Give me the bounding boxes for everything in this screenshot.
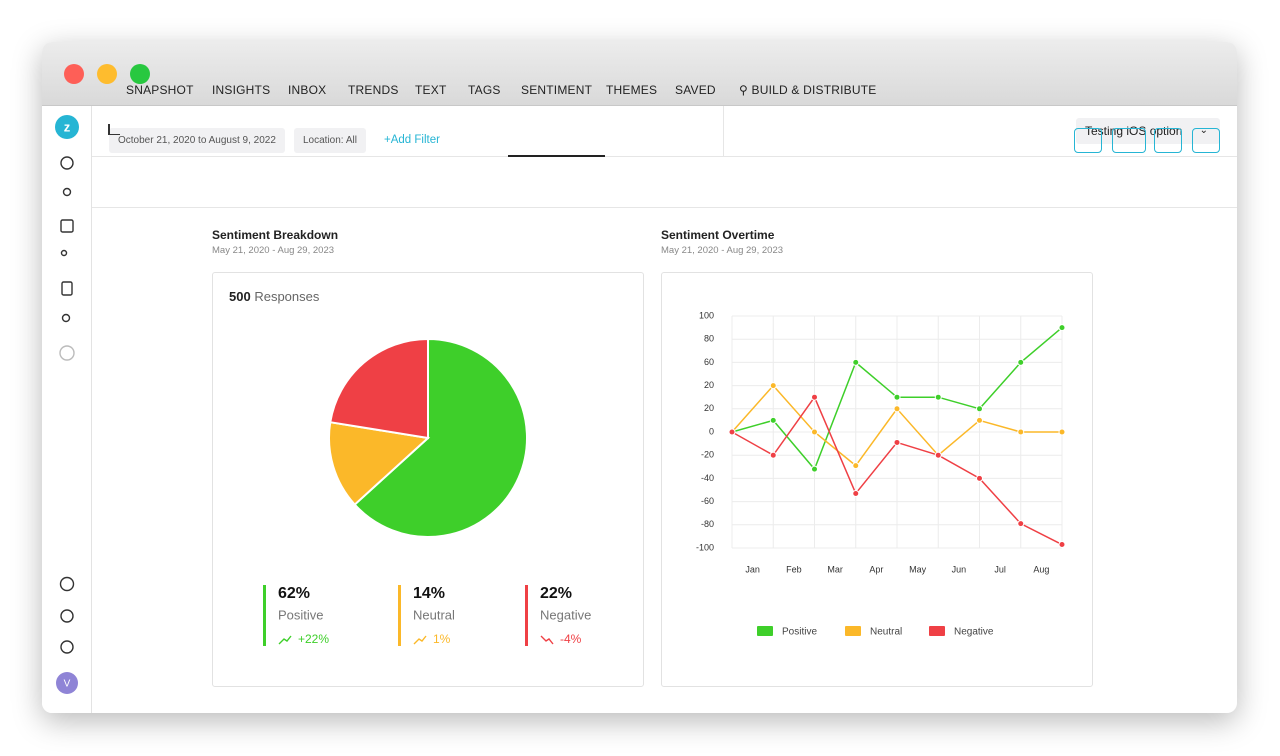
help-icon[interactable] xyxy=(59,576,75,592)
notifications-icon[interactable] xyxy=(60,609,74,623)
nav-separator xyxy=(723,106,724,156)
logo-mark: z xyxy=(64,119,71,134)
avatar[interactable] xyxy=(56,672,78,694)
nav-tab[interactable]: SNAPSHOT xyxy=(126,83,194,97)
nav-tab[interactable]: THEMES xyxy=(606,83,658,97)
chevron: ⌄ xyxy=(1199,125,1208,136)
logo[interactable] xyxy=(55,115,79,139)
nav-tab[interactable]: TRENDS xyxy=(348,83,399,97)
build-tab[interactable]: ⚲ BUILD & DISTRIBUTE xyxy=(739,83,877,97)
nav-tab[interactable]: TAGS xyxy=(468,83,501,97)
filter-divider xyxy=(92,207,1237,208)
add-filter[interactable]: +Add Filter xyxy=(384,134,440,146)
dropdown-label: Testing iOS option xyxy=(1085,124,1183,138)
nav-tab[interactable]: SAVED xyxy=(675,83,716,97)
location-filter[interactable]: Location: All xyxy=(294,128,366,153)
pie-subtitle: May 21, 2020 - Aug 29, 2023 xyxy=(212,245,335,256)
document-icon[interactable] xyxy=(61,281,73,296)
nav-tab[interactable]: TEXT xyxy=(415,83,447,97)
contacts-icon[interactable] xyxy=(61,313,71,323)
title-bar xyxy=(42,42,1237,106)
minimize-button[interactable] xyxy=(97,64,117,84)
sort-button[interactable] xyxy=(1112,128,1146,153)
responses: 500 Responses xyxy=(229,289,319,304)
user-icon[interactable] xyxy=(62,187,72,197)
snapshot-icon xyxy=(108,124,120,135)
zoom-button[interactable] xyxy=(130,64,150,84)
avatar-initial: V xyxy=(64,679,71,690)
total-label: Responses xyxy=(254,289,320,304)
nav-tab[interactable]: INSIGHTS xyxy=(212,83,271,97)
date-filter[interactable]: October 21, 2020 to August 9, 2022 xyxy=(109,128,285,153)
download-button[interactable] xyxy=(1192,128,1220,153)
sidebar-icons: z V xyxy=(55,115,79,694)
tasks-icon[interactable] xyxy=(60,219,74,233)
feedback-icon[interactable] xyxy=(60,156,74,170)
active-underline xyxy=(508,155,605,157)
line-subtitle: May 21, 2020 - Aug 29, 2023 xyxy=(661,245,784,256)
line-title: Sentiment Overtime xyxy=(661,228,775,242)
line-card xyxy=(661,272,1093,687)
pie-title: Sentiment Breakdown xyxy=(212,228,339,242)
build-label: BUILD & DISTRIBUTE xyxy=(751,83,877,97)
total: 500 xyxy=(229,289,251,304)
nav-divider xyxy=(92,156,1237,157)
nav-tab[interactable]: INBOX xyxy=(288,83,327,97)
settings-icon[interactable] xyxy=(60,640,74,654)
nav-tab[interactable]: SENTIMENT xyxy=(521,83,593,97)
pie-card xyxy=(212,272,644,687)
save-button[interactable] xyxy=(1154,128,1182,153)
sidebar: z V xyxy=(42,106,92,713)
list-button[interactable] xyxy=(1074,128,1102,153)
flow-icon[interactable] xyxy=(60,249,68,257)
add-icon[interactable] xyxy=(59,345,75,361)
close-button[interactable] xyxy=(64,64,84,84)
